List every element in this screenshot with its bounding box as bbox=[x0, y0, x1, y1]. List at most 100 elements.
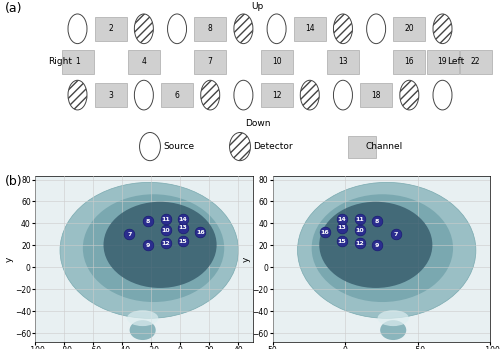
Ellipse shape bbox=[230, 133, 250, 161]
Ellipse shape bbox=[234, 80, 253, 110]
Ellipse shape bbox=[400, 80, 419, 110]
Text: 14: 14 bbox=[338, 217, 346, 222]
Bar bbox=[128, 50, 160, 74]
Bar bbox=[294, 17, 326, 41]
Text: 7: 7 bbox=[127, 232, 132, 237]
Bar bbox=[327, 50, 359, 74]
Text: Left: Left bbox=[448, 58, 465, 66]
Text: Source: Source bbox=[164, 142, 194, 151]
Ellipse shape bbox=[380, 320, 406, 340]
Text: 7: 7 bbox=[394, 232, 398, 237]
Point bbox=[179, 238, 187, 244]
Ellipse shape bbox=[68, 80, 87, 110]
Y-axis label: y: y bbox=[4, 257, 14, 262]
Text: 8: 8 bbox=[374, 219, 379, 224]
Text: 16: 16 bbox=[196, 230, 204, 235]
Text: 11: 11 bbox=[161, 217, 170, 222]
Text: 6: 6 bbox=[174, 91, 180, 99]
Text: 13: 13 bbox=[178, 225, 188, 230]
Ellipse shape bbox=[433, 14, 452, 44]
Point bbox=[144, 218, 152, 224]
Text: 18: 18 bbox=[372, 91, 381, 99]
Text: 9: 9 bbox=[146, 243, 150, 248]
Bar bbox=[260, 50, 292, 74]
Ellipse shape bbox=[298, 183, 476, 318]
Bar bbox=[94, 83, 126, 107]
Text: 12: 12 bbox=[272, 91, 281, 99]
Point bbox=[392, 232, 400, 237]
Point bbox=[338, 216, 346, 222]
Bar bbox=[161, 83, 193, 107]
Point bbox=[320, 229, 328, 235]
Text: 8: 8 bbox=[146, 219, 150, 224]
Bar bbox=[460, 50, 492, 74]
Text: Down: Down bbox=[245, 119, 270, 128]
Text: 12: 12 bbox=[161, 241, 170, 246]
Point bbox=[356, 216, 364, 222]
Text: 13: 13 bbox=[338, 225, 346, 230]
Point bbox=[196, 229, 204, 235]
Ellipse shape bbox=[200, 80, 220, 110]
Point bbox=[162, 216, 170, 222]
Point bbox=[126, 232, 134, 237]
Ellipse shape bbox=[127, 310, 158, 326]
Text: 3: 3 bbox=[108, 91, 113, 99]
Ellipse shape bbox=[83, 194, 224, 302]
Bar bbox=[94, 17, 126, 41]
Text: 8: 8 bbox=[208, 24, 212, 33]
Text: 1: 1 bbox=[75, 58, 80, 66]
Text: 2: 2 bbox=[108, 24, 113, 33]
Text: 16: 16 bbox=[404, 58, 414, 66]
Ellipse shape bbox=[234, 14, 253, 44]
Text: 14: 14 bbox=[305, 24, 314, 33]
Text: 10: 10 bbox=[355, 228, 364, 232]
Text: Right: Right bbox=[48, 58, 72, 66]
Ellipse shape bbox=[433, 80, 452, 110]
Text: 16: 16 bbox=[320, 230, 329, 235]
Text: 13: 13 bbox=[338, 58, 348, 66]
Text: 15: 15 bbox=[178, 238, 188, 244]
Bar bbox=[62, 50, 94, 74]
Text: 10: 10 bbox=[161, 228, 170, 232]
Text: 4: 4 bbox=[142, 58, 146, 66]
Ellipse shape bbox=[140, 133, 160, 161]
Bar bbox=[394, 17, 426, 41]
Ellipse shape bbox=[300, 80, 320, 110]
Point bbox=[356, 227, 364, 233]
Text: 19: 19 bbox=[438, 58, 448, 66]
Ellipse shape bbox=[134, 14, 154, 44]
Text: (b): (b) bbox=[5, 174, 22, 187]
Point bbox=[373, 218, 381, 224]
Ellipse shape bbox=[334, 80, 352, 110]
Ellipse shape bbox=[267, 14, 286, 44]
Ellipse shape bbox=[366, 14, 386, 44]
Text: 11: 11 bbox=[355, 217, 364, 222]
Bar bbox=[348, 136, 376, 158]
Text: 20: 20 bbox=[404, 24, 414, 33]
Point bbox=[179, 216, 187, 222]
Bar bbox=[426, 50, 458, 74]
Bar bbox=[194, 50, 226, 74]
Point bbox=[356, 240, 364, 246]
Point bbox=[338, 238, 346, 244]
Text: Detector: Detector bbox=[254, 142, 293, 151]
Text: Up: Up bbox=[252, 2, 264, 11]
Point bbox=[144, 243, 152, 248]
Ellipse shape bbox=[68, 14, 87, 44]
Point bbox=[179, 225, 187, 231]
Ellipse shape bbox=[168, 14, 186, 44]
Text: 14: 14 bbox=[178, 217, 188, 222]
Point bbox=[162, 240, 170, 246]
Text: (a): (a) bbox=[5, 2, 22, 15]
Bar bbox=[260, 83, 292, 107]
Ellipse shape bbox=[130, 320, 156, 340]
Text: Channel: Channel bbox=[365, 142, 403, 151]
Y-axis label: y: y bbox=[242, 257, 251, 262]
Text: 10: 10 bbox=[272, 58, 281, 66]
Bar bbox=[394, 50, 426, 74]
Ellipse shape bbox=[378, 310, 409, 326]
Bar bbox=[360, 83, 392, 107]
Ellipse shape bbox=[334, 14, 352, 44]
Text: 9: 9 bbox=[374, 243, 379, 248]
Ellipse shape bbox=[312, 194, 453, 302]
